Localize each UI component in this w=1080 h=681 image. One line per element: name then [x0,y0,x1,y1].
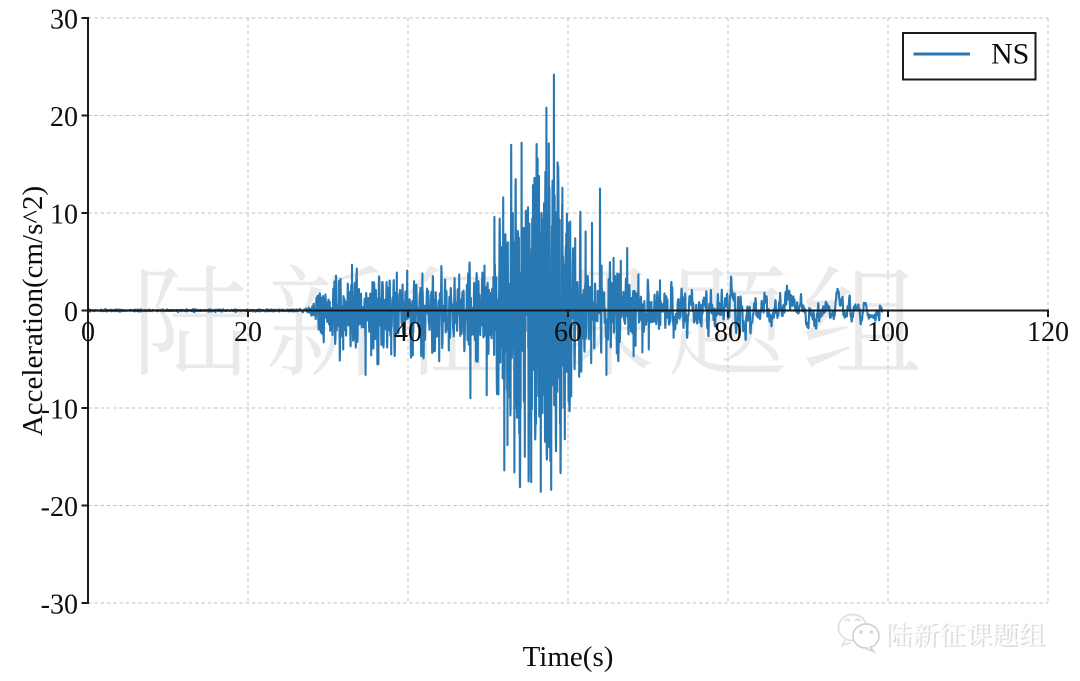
svg-text:0: 0 [64,297,78,328]
svg-text:60: 60 [554,317,582,348]
svg-text:Acceleration(cm/s^2): Acceleration(cm/s^2) [17,186,49,436]
svg-text:20: 20 [50,102,78,133]
svg-text:10: 10 [50,200,78,231]
svg-text:Time(s): Time(s) [523,641,614,673]
svg-text:120: 120 [1027,317,1069,348]
svg-text:-10: -10 [41,395,78,426]
svg-text:20: 20 [234,317,262,348]
svg-text:-30: -30 [41,590,78,621]
svg-text:-20: -20 [41,492,78,523]
svg-text:100: 100 [867,317,909,348]
svg-text:30: 30 [50,5,78,36]
svg-text:NS: NS [991,38,1029,71]
svg-text:40: 40 [394,317,422,348]
svg-text:0: 0 [81,317,95,348]
svg-text:80: 80 [714,317,742,348]
